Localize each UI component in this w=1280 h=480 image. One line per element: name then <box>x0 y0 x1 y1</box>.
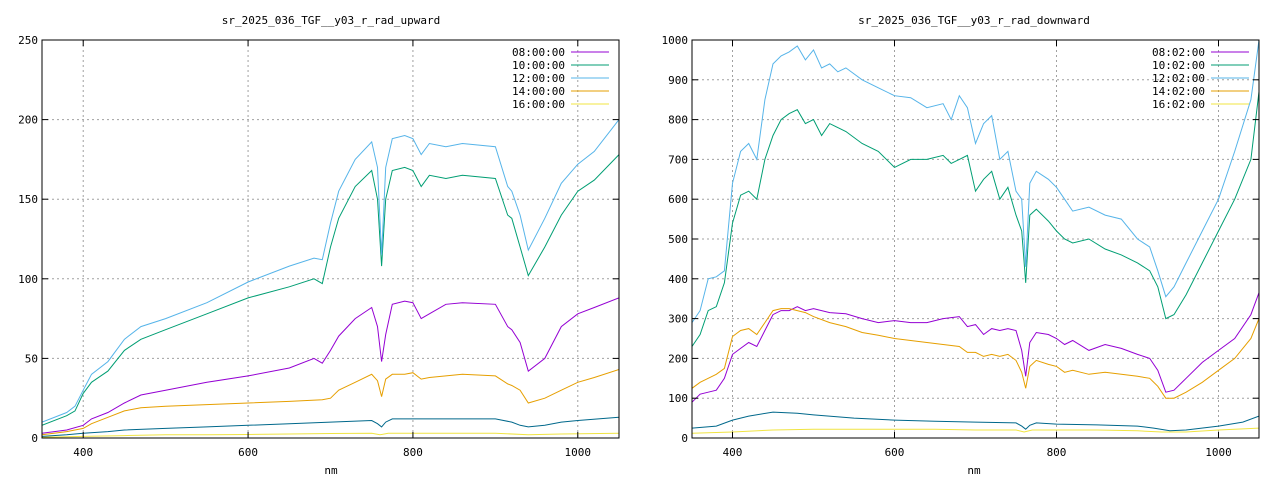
series-line-080200 <box>692 292 1259 403</box>
series-line-140000 <box>42 369 619 436</box>
y-tick-label: 250 <box>18 34 38 47</box>
legend-label: 14:00:00 <box>512 85 565 98</box>
series-line-140200 <box>692 308 1259 399</box>
legend-label: 12:02:00 <box>1152 72 1205 85</box>
y-tick-label: 0 <box>31 432 38 445</box>
chart-title: sr_2025_036_TGF__y03_r_rad_downward <box>858 14 1090 27</box>
y-tick-label: 300 <box>668 313 688 326</box>
chart-upward: sr_2025_036_TGF__y03_r_rad_upward nm 400… <box>18 14 620 477</box>
y-tick-label: 400 <box>668 273 688 286</box>
y-tick-label: 50 <box>25 352 38 365</box>
series-line-160000 <box>42 432 619 438</box>
y-tick-label: 200 <box>18 114 38 127</box>
x-tick-label: 800 <box>1047 446 1067 459</box>
y-tick-label: 100 <box>18 273 38 286</box>
plot-frame <box>41 39 620 439</box>
series-line-160200 <box>692 427 1259 434</box>
chart-downward: sr_2025_036_TGF__y03_r_rad_downward nm 4… <box>662 14 1260 477</box>
y-tick-label: 800 <box>668 114 688 127</box>
x-tick-label: 1000 <box>565 446 592 459</box>
x-tick-label: 1000 <box>1205 446 1232 459</box>
legend-label: 10:02:00 <box>1152 59 1205 72</box>
y-tick-label: 500 <box>668 233 688 246</box>
legend-label: 08:02:00 <box>1152 46 1205 59</box>
series-line-100200 <box>692 91 1259 347</box>
legend-label: 10:00:00 <box>512 59 565 72</box>
x-tick-label: 600 <box>238 446 258 459</box>
y-tick-label: 700 <box>668 153 688 166</box>
legend-label: 08:00:00 <box>512 46 565 59</box>
series-group <box>692 40 1259 434</box>
legend-label: 16:02:00 <box>1152 98 1205 111</box>
series-group <box>42 119 619 438</box>
x-tick-label: 600 <box>885 446 905 459</box>
series-line-extra-5 <box>692 411 1259 432</box>
x-axis-label: nm <box>324 464 338 477</box>
y-tick-label: 0 <box>681 432 688 445</box>
x-axis-label: nm <box>967 464 981 477</box>
legend-label: 14:02:00 <box>1152 85 1205 98</box>
series-line-100000 <box>42 154 619 426</box>
series-line-extra-5 <box>42 416 619 437</box>
y-tick-label: 600 <box>668 193 688 206</box>
legend-label: 16:00:00 <box>512 98 565 111</box>
x-tick-label: 400 <box>73 446 93 459</box>
legend-label: 12:00:00 <box>512 72 565 85</box>
x-tick-label: 400 <box>723 446 743 459</box>
series-line-120200 <box>692 40 1259 323</box>
y-tick-label: 150 <box>18 193 38 206</box>
y-tick-label: 100 <box>668 392 688 405</box>
chart-title: sr_2025_036_TGF__y03_r_rad_upward <box>222 14 441 27</box>
y-tick-label: 900 <box>668 74 688 87</box>
y-tick-label: 200 <box>668 352 688 365</box>
y-tick-label: 1000 <box>662 34 689 47</box>
series-line-080000 <box>42 297 619 434</box>
series-line-120000 <box>42 119 619 423</box>
x-tick-label: 800 <box>403 446 423 459</box>
